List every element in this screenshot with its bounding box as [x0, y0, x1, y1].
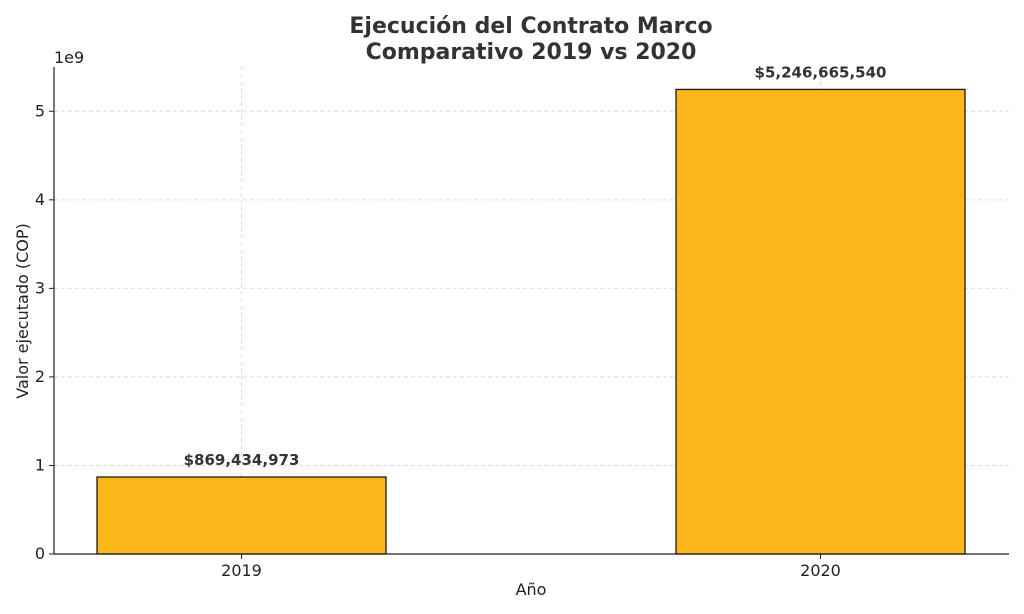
y-tick-label: 1 [35, 455, 45, 474]
y-ticks: 0 1 2 3 4 5 [35, 101, 54, 563]
y-tick-label: 3 [35, 278, 45, 297]
y-tick-label: 5 [35, 101, 45, 120]
chart-title-line2: Comparativo 2019 vs 2020 [366, 40, 697, 65]
data-label-2020: $5,246,665,540 [755, 63, 887, 81]
bars [96, 88, 966, 555]
chart-title-line1: Ejecución del Contrato Marco [349, 14, 712, 39]
y-tick-label: 2 [35, 367, 45, 386]
y-exponent-label: 1e9 [54, 48, 84, 67]
data-label-2019: $869,434,973 [184, 451, 300, 469]
y-tick-label: 4 [35, 190, 45, 209]
x-ticks: 2019 2020 [221, 554, 841, 580]
grid [54, 67, 1009, 554]
axes [53, 67, 1009, 555]
data-labels: $869,434,973 $5,246,665,540 [184, 63, 887, 469]
x-tick-label: 2019 [221, 561, 262, 580]
y-tick-label: 0 [35, 544, 45, 563]
x-tick-label: 2020 [800, 561, 841, 580]
bar-2019 [96, 476, 387, 555]
bar-2020 [675, 88, 966, 555]
x-axis-label: Año [516, 580, 547, 599]
y-axis-label: Valor ejecutado (COP) [13, 223, 32, 398]
